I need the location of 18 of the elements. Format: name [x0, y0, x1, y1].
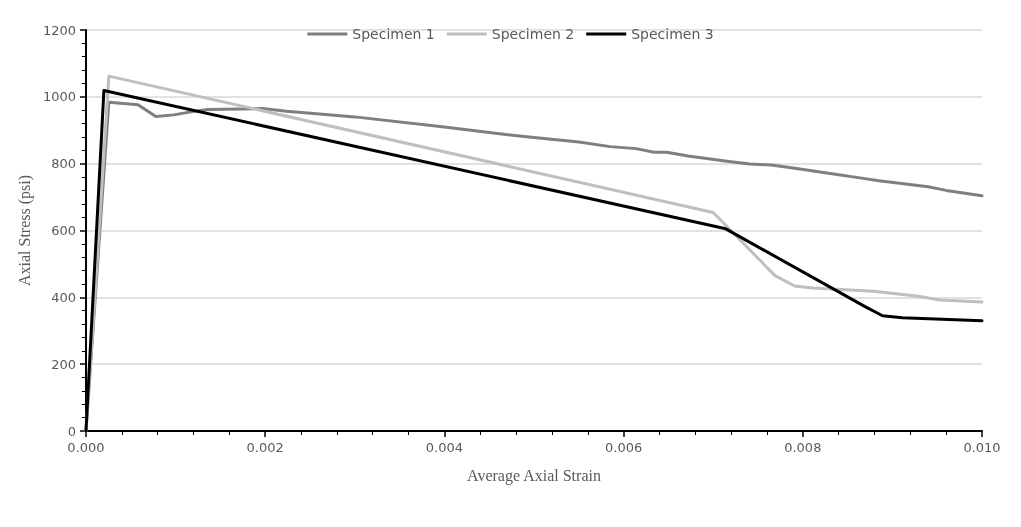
- y-tick-label: 400: [51, 289, 76, 305]
- y-tick-label: 800: [51, 156, 76, 172]
- legend-label: Specimen 1: [352, 26, 435, 42]
- x-axis-title: Average Axial Strain: [467, 466, 601, 485]
- y-tick-label: 1200: [42, 22, 76, 38]
- y-tick-label: 0: [67, 423, 76, 439]
- x-tick-label: 0.006: [604, 440, 643, 455]
- x-tick-label: 0.002: [246, 440, 284, 455]
- x-tick-label: 0.010: [963, 440, 1001, 455]
- x-tick-label: 0.000: [67, 440, 105, 455]
- y-tick-label: 600: [51, 223, 76, 238]
- y-tick-label: 1000: [42, 89, 76, 105]
- legend-label: Specimen 2: [491, 26, 575, 42]
- y-axis-title: Axial Stress (psi): [15, 174, 34, 287]
- x-tick-label: 0.008: [784, 440, 822, 455]
- y-tick-label: 200: [51, 356, 76, 372]
- legend-label: Specimen 3: [631, 26, 714, 42]
- x-tick-label: 0.004: [425, 440, 463, 455]
